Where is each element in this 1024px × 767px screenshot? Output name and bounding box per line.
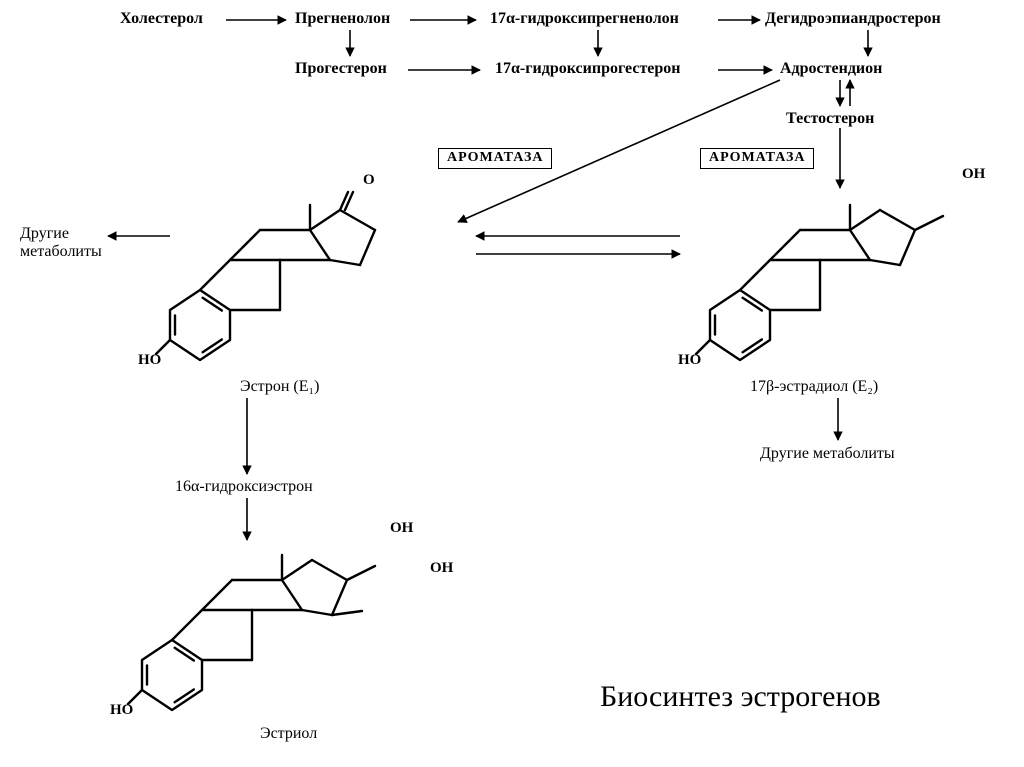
node-androstenedione: Адростендион [780,60,882,78]
enzyme-aromatase-2: АРОМАТАЗА [700,148,814,169]
node-16a-hydroxyestrone: 16α-гидроксиэстрон [175,478,313,496]
label-estradiol: 17β-эстрадиол (E₂) [750,378,878,396]
enzyme-aromatase-1: АРОМАТАЗА [438,148,552,169]
molecule-estrone [156,192,375,360]
node-cholesterol: Холестерол [120,10,203,28]
node-other-metabolites-left: Другие метаболиты [20,225,102,261]
label-estrone: Эстрон (E₁) [240,378,319,396]
node-testosterone: Тестостерон [786,110,874,128]
node-progesterone: Прогестерон [295,60,387,78]
node-dhea: Дегидроэпиандростерон [765,10,941,28]
atom-estradiol-OH: OH [962,166,985,183]
node-17a-hydroxyprogesterone: 17α-гидроксипрогестерон [495,60,681,78]
atom-estriol-OH1: OH [390,520,413,537]
molecule-estradiol [696,205,943,360]
atom-estriol-HO: HO [110,702,133,719]
other-metab-left-line2: метаболиты [20,243,102,261]
atom-estriol-OH2: OH [430,560,453,577]
atom-estrone-O: O [363,172,375,189]
node-pregnenolone: Прегненолон [295,10,390,28]
other-metab-left-line1: Другие [20,225,102,243]
molecule-estriol [128,555,375,710]
atom-estrone-HO: HO [138,352,161,369]
node-other-metabolites-right: Другие метаболиты [760,445,895,463]
diagram-stage: Холестерол Прегненолон 17α-гидроксипрегн… [0,0,1024,767]
atom-estradiol-HO: HO [678,352,701,369]
label-estriol: Эстриол [260,725,317,743]
node-17a-hydroxypregnenolone: 17α-гидроксипрегненолон [490,10,679,28]
diagram-title: Биосинтез эстрогенов [600,680,881,714]
